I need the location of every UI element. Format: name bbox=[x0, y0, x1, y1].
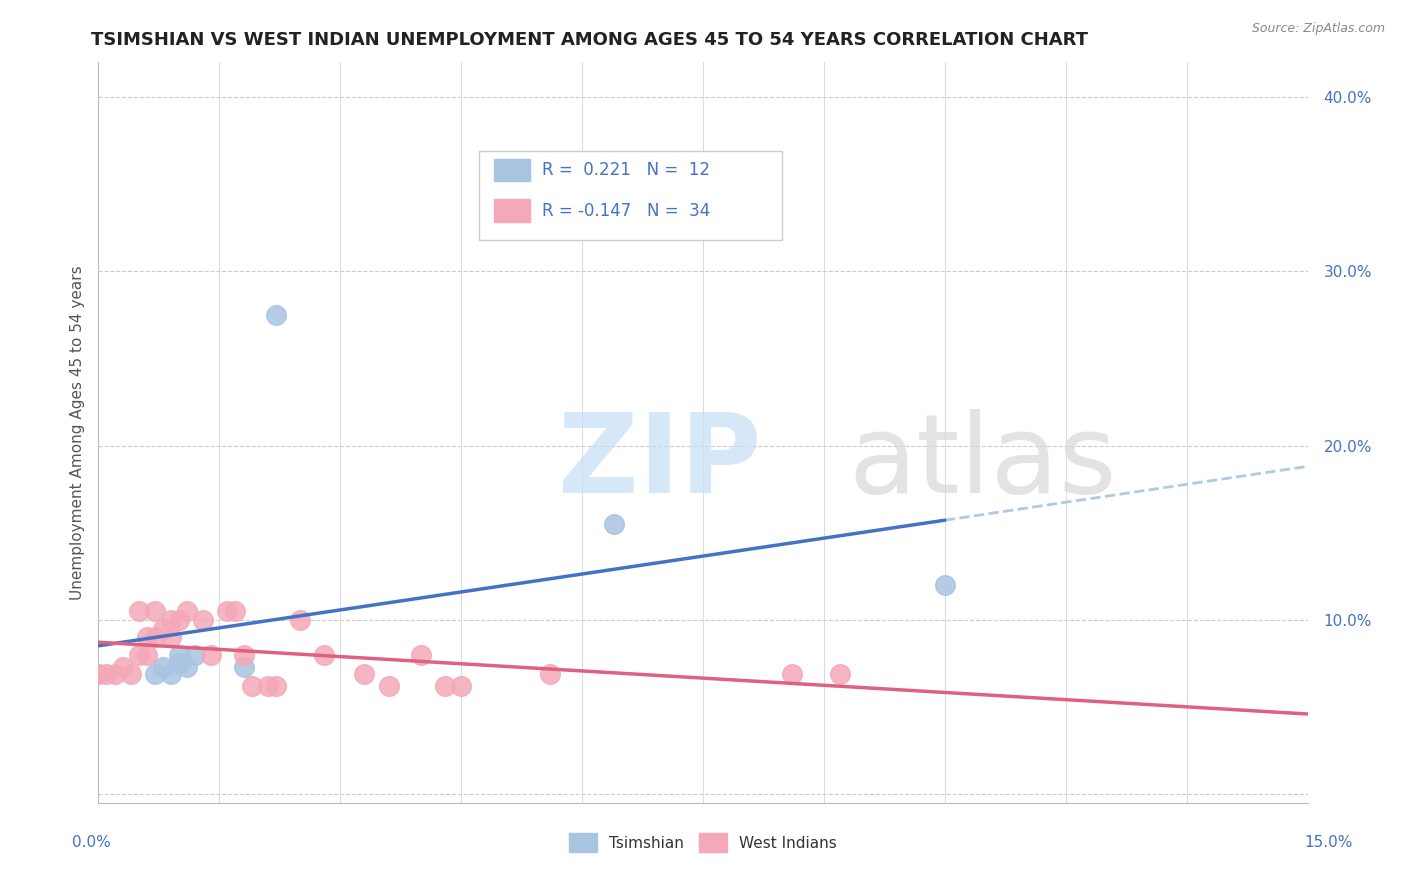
Point bbox=[143, 666, 166, 681]
Text: ZIP: ZIP bbox=[558, 409, 761, 516]
FancyBboxPatch shape bbox=[479, 152, 782, 240]
Point bbox=[353, 666, 375, 681]
Point bbox=[128, 604, 150, 618]
Point bbox=[135, 630, 157, 644]
Point bbox=[314, 648, 336, 662]
Point bbox=[288, 613, 311, 627]
Point bbox=[176, 660, 198, 674]
Text: R =  0.221   N =  12: R = 0.221 N = 12 bbox=[543, 161, 710, 178]
Point bbox=[152, 660, 174, 674]
Text: atlas: atlas bbox=[848, 409, 1116, 516]
Point bbox=[184, 648, 207, 662]
Point bbox=[780, 666, 803, 681]
Point bbox=[120, 666, 142, 681]
Text: R = -0.147   N =  34: R = -0.147 N = 34 bbox=[543, 202, 710, 219]
Point bbox=[434, 679, 457, 693]
FancyBboxPatch shape bbox=[494, 159, 530, 181]
Point bbox=[128, 648, 150, 662]
Point bbox=[409, 648, 432, 662]
FancyBboxPatch shape bbox=[494, 200, 530, 221]
Point bbox=[200, 648, 222, 662]
Point bbox=[135, 648, 157, 662]
Point bbox=[160, 613, 183, 627]
Point bbox=[934, 578, 956, 592]
Text: 15.0%: 15.0% bbox=[1305, 836, 1353, 850]
Point bbox=[603, 517, 626, 532]
Point bbox=[538, 666, 561, 681]
Point bbox=[256, 679, 278, 693]
Point bbox=[87, 666, 110, 681]
Text: Source: ZipAtlas.com: Source: ZipAtlas.com bbox=[1251, 22, 1385, 36]
Point bbox=[143, 604, 166, 618]
Point bbox=[167, 657, 190, 671]
Point bbox=[264, 679, 287, 693]
Point bbox=[224, 604, 246, 618]
Point bbox=[240, 679, 263, 693]
Point bbox=[96, 666, 118, 681]
Point bbox=[176, 604, 198, 618]
Text: 0.0%: 0.0% bbox=[72, 836, 111, 850]
Point bbox=[160, 666, 183, 681]
Point bbox=[264, 308, 287, 322]
Point bbox=[103, 666, 125, 681]
Point bbox=[828, 666, 851, 681]
Legend: Tsimshian, West Indians: Tsimshian, West Indians bbox=[564, 827, 842, 858]
Point bbox=[160, 630, 183, 644]
Point bbox=[217, 604, 239, 618]
Point bbox=[193, 613, 215, 627]
Point bbox=[167, 648, 190, 662]
Point bbox=[152, 622, 174, 636]
Text: TSIMSHIAN VS WEST INDIAN UNEMPLOYMENT AMONG AGES 45 TO 54 YEARS CORRELATION CHAR: TSIMSHIAN VS WEST INDIAN UNEMPLOYMENT AM… bbox=[91, 31, 1088, 49]
Point bbox=[143, 630, 166, 644]
Point bbox=[167, 613, 190, 627]
Y-axis label: Unemployment Among Ages 45 to 54 years: Unemployment Among Ages 45 to 54 years bbox=[69, 265, 84, 600]
Point bbox=[232, 648, 254, 662]
Point bbox=[377, 679, 399, 693]
Point bbox=[232, 660, 254, 674]
Point bbox=[111, 660, 134, 674]
Point bbox=[450, 679, 472, 693]
Point bbox=[87, 666, 110, 681]
